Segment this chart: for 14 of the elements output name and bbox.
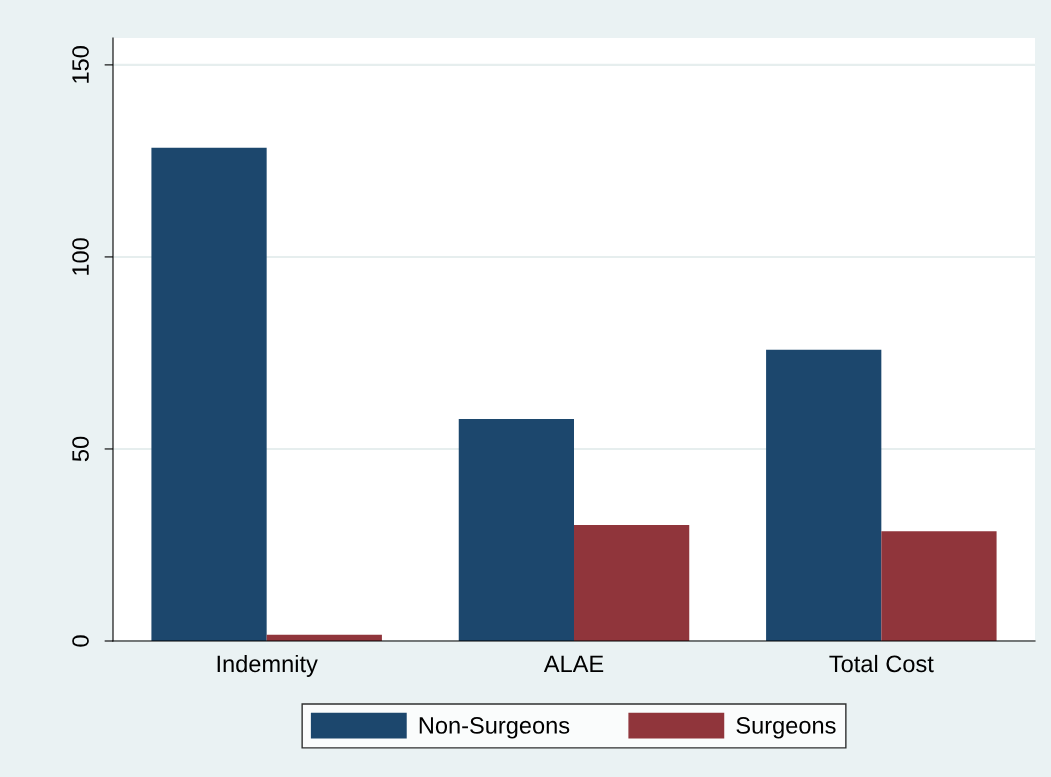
y-tick-label: 0 <box>72 635 89 647</box>
legend-label: Non-Surgeons <box>419 717 570 739</box>
legend-label: Surgeons <box>736 717 836 739</box>
x-tick-label: Indemnity <box>217 654 318 677</box>
x-tick-label: ALAE <box>543 655 604 672</box>
bar <box>574 525 690 641</box>
bar <box>151 147 267 641</box>
y-tick-label: 150 <box>72 46 89 83</box>
x-tick-label: Total Cost <box>829 654 934 673</box>
y-tick-label: 50 <box>72 436 89 462</box>
bar <box>458 419 574 641</box>
y-tick-label: 100 <box>72 238 89 275</box>
bar <box>766 349 882 641</box>
bar <box>881 531 997 641</box>
